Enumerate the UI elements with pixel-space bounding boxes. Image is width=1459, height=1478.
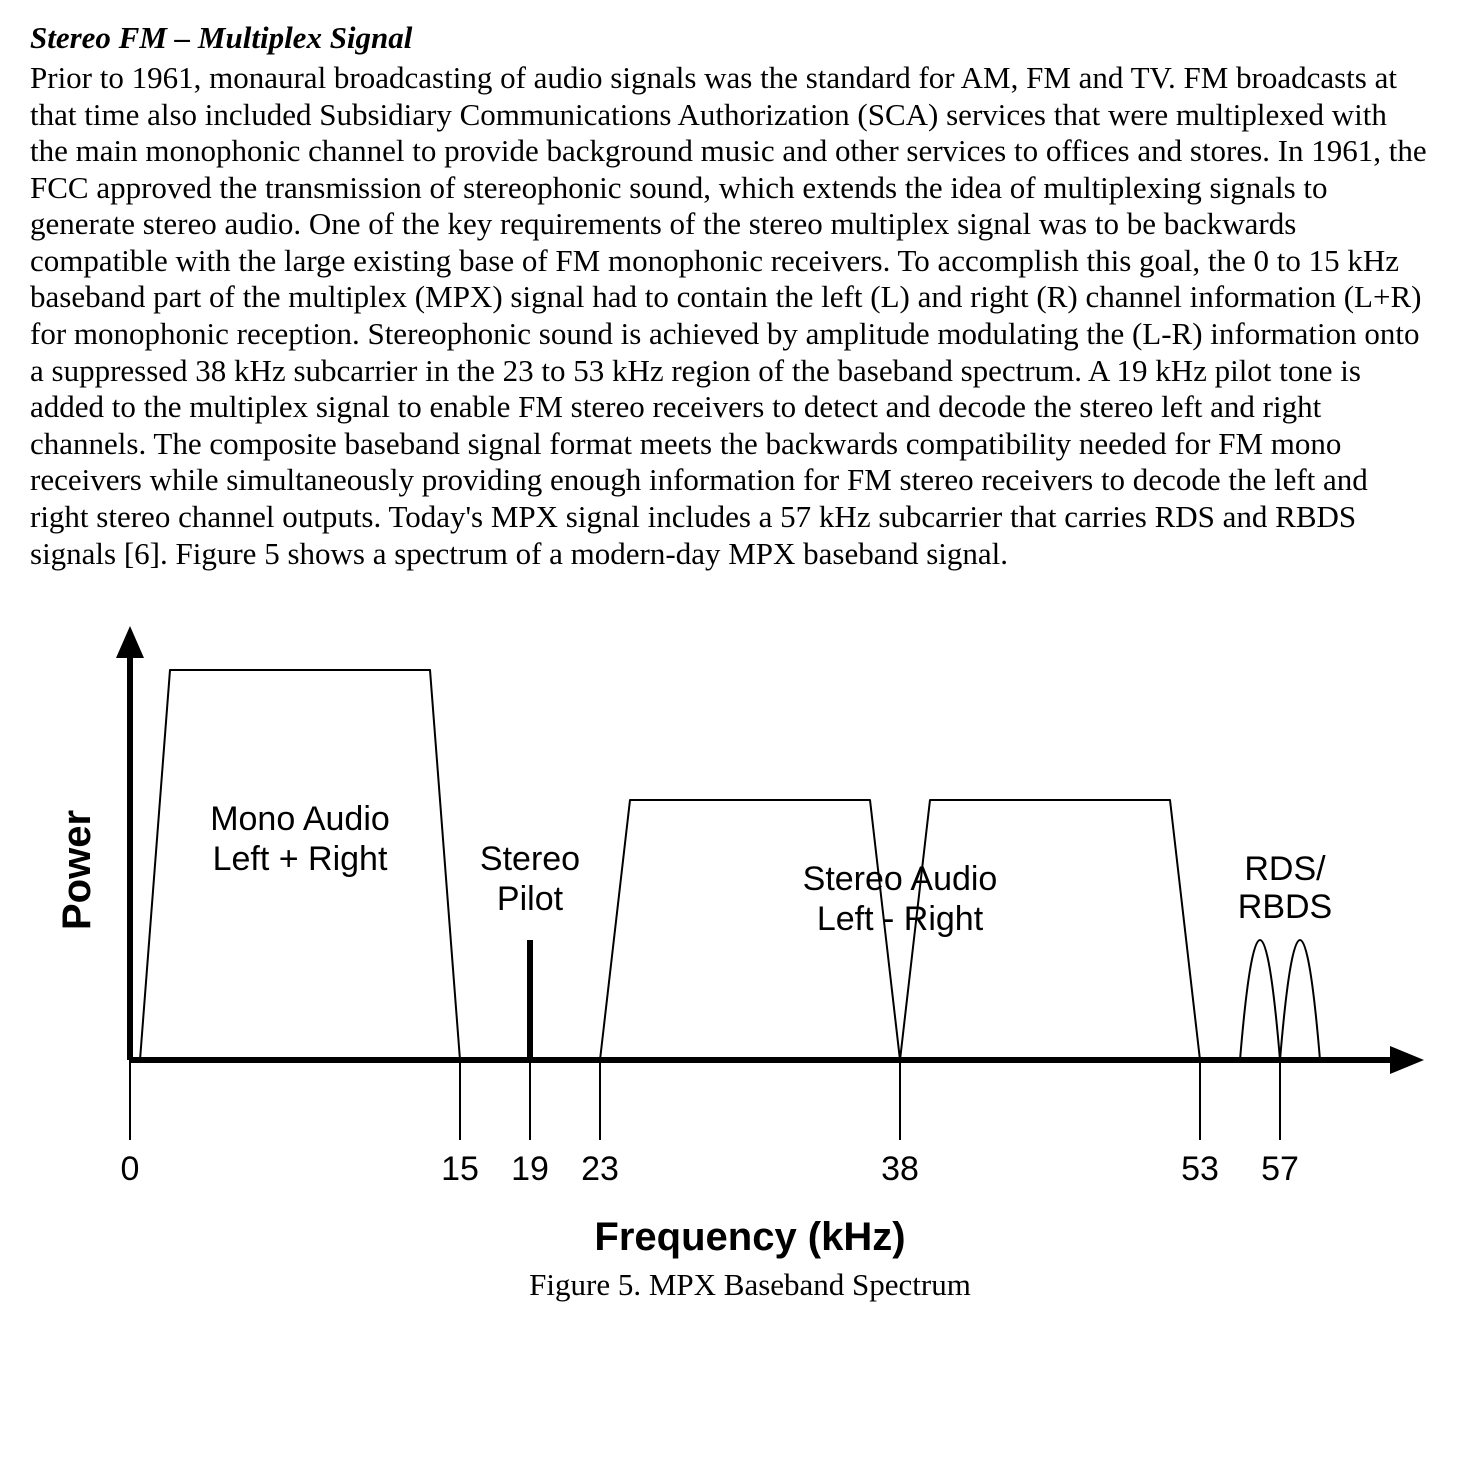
mpx-spectrum-diagram: 0 15 19 23 38 53 57 Mono AudioLeft + Right Stere… bbox=[30, 600, 1430, 1320]
svg-text:15: 15 bbox=[441, 1150, 479, 1188]
svg-text:19: 19 bbox=[511, 1150, 549, 1188]
svg-text:Mono Audio: Mono Audio bbox=[210, 800, 390, 838]
body-paragraph: Prior to 1961, monaural broadcasting of … bbox=[30, 60, 1429, 572]
svg-text:Power: Power bbox=[55, 810, 99, 930]
svg-text:Figure 5. MPX Baseband Spectr: Figure 5. MPX Baseband Spectrum bbox=[529, 1267, 971, 1302]
page: Stereo FM – Multiplex Signal Prior to 19… bbox=[0, 0, 1459, 1360]
figure-mpx-spectrum: 0 15 19 23 38 53 57 Mono AudioLeft + Right Stere… bbox=[30, 600, 1429, 1320]
svg-text:Pilot: Pilot bbox=[497, 880, 564, 918]
svg-text:Left + Right: Left + Right bbox=[213, 840, 388, 878]
svg-text:53: 53 bbox=[1181, 1150, 1219, 1188]
svg-text:Left - Right: Left - Right bbox=[817, 900, 984, 938]
svg-text:RBDS: RBDS bbox=[1238, 888, 1332, 926]
svg-text:Frequency (kHz): Frequency (kHz) bbox=[594, 1215, 905, 1259]
svg-text:23: 23 bbox=[581, 1150, 619, 1188]
svg-text:38: 38 bbox=[881, 1150, 919, 1188]
svg-text:57: 57 bbox=[1261, 1150, 1299, 1188]
svg-text:Stereo Audio: Stereo Audio bbox=[803, 860, 998, 898]
svg-text:RDS/: RDS/ bbox=[1244, 850, 1326, 888]
svg-text:0: 0 bbox=[121, 1150, 140, 1188]
section-title: Stereo FM – Multiplex Signal bbox=[30, 20, 1429, 56]
svg-text:Stereo: Stereo bbox=[480, 840, 580, 878]
